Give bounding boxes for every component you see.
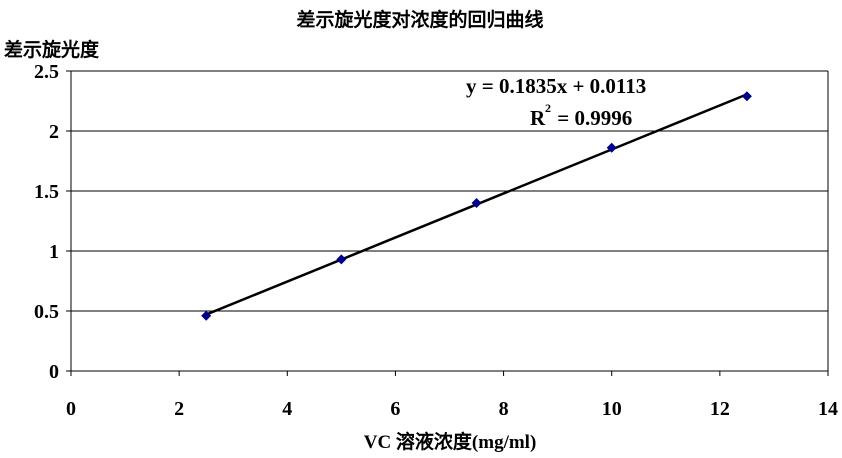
y-axis-label: 差示旋光度: [4, 38, 100, 61]
y-tick-label-0: 0: [49, 361, 59, 383]
data-point-1: [336, 254, 347, 265]
x-tick-label-5: 10: [602, 398, 622, 420]
data-point-0: [201, 310, 212, 321]
x-axis-label: VC 溶液浓度(mg/ml): [364, 430, 537, 453]
x-tick-label-7: 14: [818, 398, 838, 420]
axes: [66, 70, 829, 376]
x-tick-label-3: 6: [390, 398, 400, 420]
x-tick-label-6: 12: [710, 398, 730, 420]
r2-value: = 0.9996: [552, 106, 632, 130]
y-tick-label-5: 2.5: [34, 61, 59, 83]
equation-text: y = 0.1835x + 0.0113: [466, 74, 646, 98]
y-tick-label-4: 2: [49, 121, 59, 143]
data-point-3: [606, 142, 617, 153]
x-tick-labels: 0 2 4 6 8 10 12 14: [66, 398, 838, 420]
x-tick-label-4: 8: [499, 398, 509, 420]
y-tick-label-3: 1.5: [34, 181, 59, 203]
data-point-2: [471, 198, 482, 208]
data-points: [201, 91, 752, 321]
x-tick-label-1: 2: [174, 398, 184, 420]
r2-superscript: 2: [545, 101, 551, 115]
data-point-4: [741, 91, 752, 102]
y-tick-label-2: 1: [49, 241, 59, 263]
gridlines: [71, 70, 828, 312]
chart-title: 差示旋光度对浓度的回归曲线: [296, 8, 543, 31]
r2-symbol: R: [530, 106, 546, 130]
trendline-equation: y = 0.1835x + 0.0113 R 2 = 0.9996: [466, 74, 646, 130]
y-tick-label-1: 0.5: [34, 301, 59, 323]
x-tick-label-2: 4: [282, 398, 292, 420]
x-tick-label-0: 0: [66, 398, 76, 420]
y-tick-labels: 0 0.5 1 1.5 2 2.5: [34, 61, 59, 383]
